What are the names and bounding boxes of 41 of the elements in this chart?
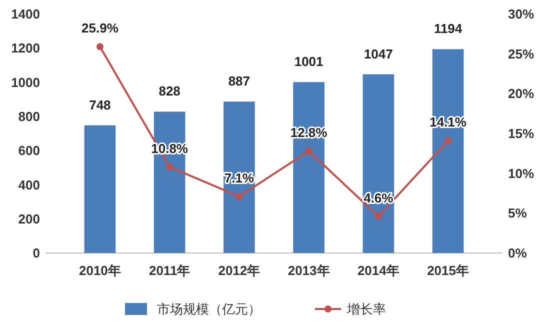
data-label: 1194 <box>434 21 463 36</box>
bar <box>224 102 255 253</box>
point <box>374 212 382 220</box>
y-tick-label: 0 <box>32 246 40 261</box>
y-tick-label: 800 <box>18 108 40 124</box>
y2-tick-label: 5% <box>508 206 528 221</box>
y2-tick-label: 10% <box>508 166 534 181</box>
y2-tick-label: 30% <box>508 6 534 22</box>
y2-tick-label: 15% <box>508 126 534 142</box>
legend-label: 增长率 <box>346 302 386 317</box>
bar <box>84 125 116 253</box>
y2-tick-label: 25% <box>508 46 534 62</box>
data-label: 1047 <box>364 46 393 62</box>
y2-tick-label: 0% <box>508 246 528 261</box>
data-label: 887 <box>228 74 250 89</box>
bar <box>362 74 394 253</box>
y2-tick-label: 20% <box>508 86 534 102</box>
legend-label: 市场规模（亿元） <box>157 302 261 317</box>
data-label: 828 <box>158 84 180 99</box>
y-tick-label: 600 <box>18 143 40 158</box>
data-label: 7.1% <box>224 170 254 186</box>
x-tick-label: 2010年 <box>78 263 121 278</box>
point <box>236 192 243 200</box>
x-tick-label: 2014年 <box>357 263 400 278</box>
x-tick-label: 2012年 <box>218 263 260 278</box>
y-tick-label: 1400 <box>11 6 40 22</box>
x-tick-label: 2011年 <box>148 263 190 278</box>
y-tick-label: 1200 <box>11 40 40 56</box>
point <box>96 43 104 50</box>
point <box>166 163 174 170</box>
x-tick-label: 2013年 <box>288 263 330 278</box>
data-label: 1001 <box>294 54 324 70</box>
y-tick-label: 400 <box>18 177 40 192</box>
data-label: 4.6% <box>364 190 394 206</box>
data-label: 25.9% <box>82 20 119 36</box>
data-label: 748 <box>89 97 111 112</box>
y-tick-label: 1000 <box>11 74 40 90</box>
y-tick-label: 200 <box>18 211 40 226</box>
point <box>444 137 452 144</box>
x-tick-label: 2015年 <box>427 263 470 278</box>
point <box>305 148 312 155</box>
